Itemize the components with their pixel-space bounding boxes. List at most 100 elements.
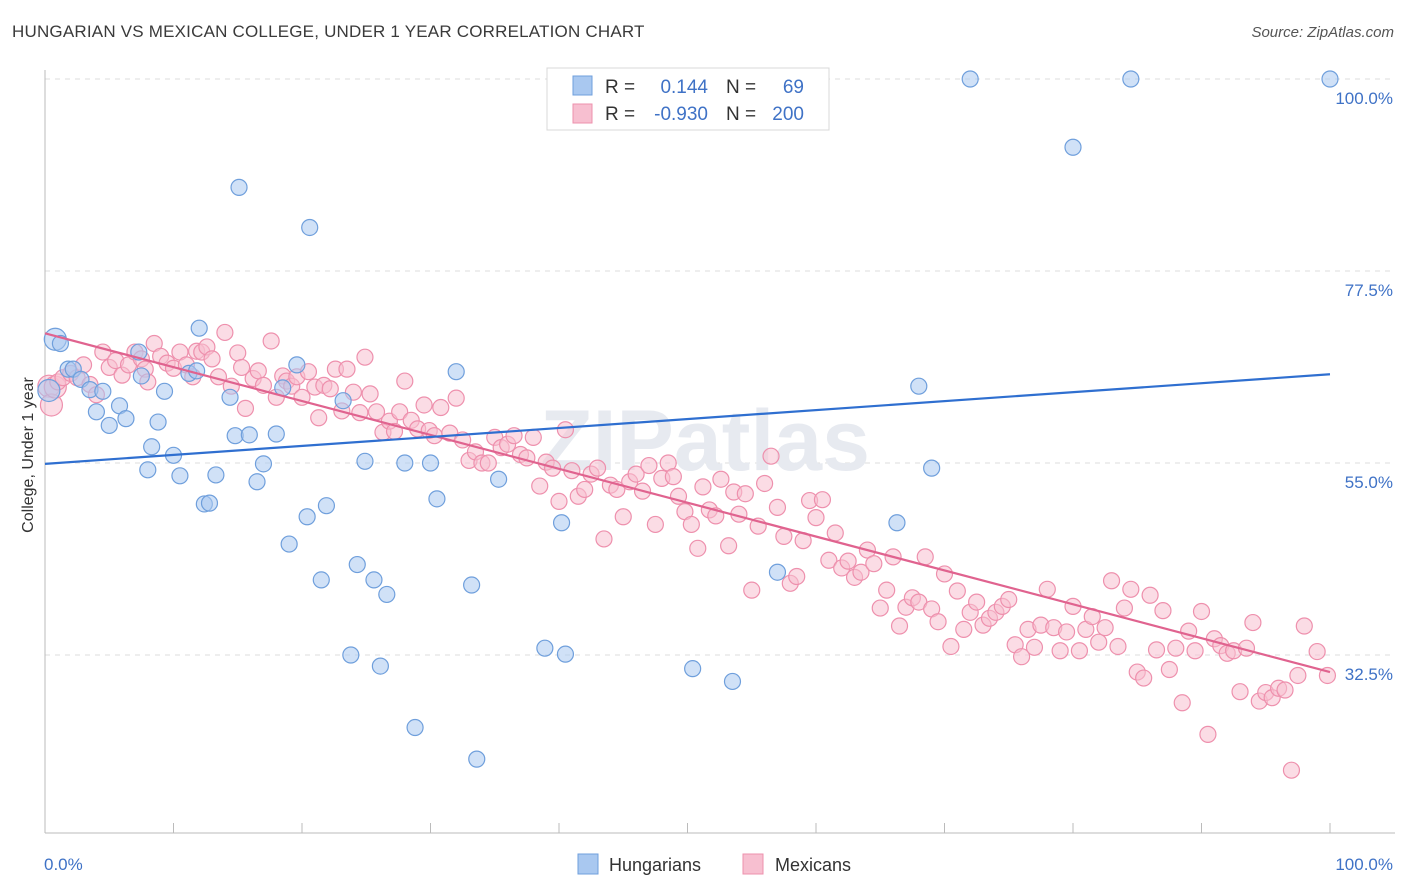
mexicans-point-34: [233, 358, 251, 377]
mexicans-point-185: [1173, 694, 1191, 712]
hungarians-point-29: [240, 426, 258, 444]
mexicans-point-204: [1295, 617, 1313, 635]
hungarians-point-42: [348, 555, 366, 574]
hungarians-point-14: [139, 461, 157, 479]
hungarians-point-31: [254, 455, 273, 473]
mexicans-point-133: [839, 552, 857, 570]
mexicans-point-201: [1276, 681, 1294, 699]
hungarians-point-0: [37, 378, 61, 403]
hungarians-point-62: [910, 377, 928, 395]
mexicans-point-153: [968, 593, 986, 611]
mexicans-point-164: [1038, 580, 1056, 598]
hungarians-point-28: [230, 178, 248, 196]
mexicans-point-167: [1057, 623, 1076, 641]
hungarians-point-9: [100, 416, 118, 435]
mexicans-point-62: [391, 403, 409, 421]
hungarians-point-7: [87, 403, 106, 421]
bottom-legend-swatch-mexicans: [742, 853, 764, 875]
mexicans-point-84: [531, 477, 549, 495]
hungarians-point-64: [961, 70, 979, 88]
trend-lines: [44, 332, 1331, 674]
hungarians-point-52: [463, 576, 481, 594]
mexicans-point-202: [1282, 761, 1301, 779]
hungarians-point-41: [342, 646, 360, 664]
hungarians-point-50: [428, 490, 446, 508]
hungarians-point-11: [117, 410, 135, 428]
x-tick-labels: 0.0% 100.0%: [44, 855, 1393, 874]
mexicans-point-147: [929, 613, 947, 631]
legend-swatch-hungarians: [572, 75, 593, 96]
hungarians-point-35: [288, 356, 306, 374]
mexicans-point-102: [646, 515, 664, 534]
legend-r-value-1: 0.144: [660, 77, 708, 98]
mexicans-point-174: [1102, 572, 1121, 590]
hungarians-point-37: [301, 218, 319, 237]
hungarians-point-55: [536, 639, 554, 657]
mexicans-point-120: [755, 474, 774, 493]
mexicans-point-205: [1308, 642, 1326, 661]
mexicans-point-113: [712, 470, 730, 488]
mexicans-point-182: [1154, 602, 1172, 620]
y-tick-label-1: 55.0%: [1345, 473, 1393, 492]
mexicans-point-177: [1122, 580, 1140, 598]
hungarians-point-45: [371, 657, 389, 675]
mexicans-point-99: [627, 465, 645, 483]
y-tick-label-2: 77.5%: [1345, 281, 1393, 300]
hungarians-point-16: [149, 413, 167, 431]
mexicans-point-121: [762, 447, 780, 465]
mexicans-point-184: [1167, 639, 1185, 657]
mexicans-point-123: [775, 527, 793, 545]
legend-swatch-mexicans: [572, 103, 593, 124]
mexicans-point-66: [415, 396, 433, 414]
mexicans-point-122: [768, 498, 787, 516]
hungarians-point-30: [248, 473, 266, 491]
hungarians-point-24: [200, 494, 219, 512]
hungarians-point-40: [334, 392, 352, 410]
mexicans-point-94: [595, 530, 613, 548]
hungarians-point-46: [378, 585, 396, 604]
mexicans-point-145: [916, 548, 934, 566]
legend-n-label-1: N =: [726, 77, 756, 98]
mexicans-point-196: [1244, 613, 1262, 632]
mexicans-point-37: [249, 362, 267, 380]
mexicans-point-206: [1318, 666, 1337, 685]
hungarians-point-8: [94, 382, 112, 400]
legend-r-label-2: R =: [605, 104, 635, 125]
mexicans-point-105: [664, 468, 682, 486]
mexicans-point-149: [942, 637, 960, 656]
mexicans-point-183: [1160, 660, 1178, 679]
mexicans-point-114: [720, 537, 738, 555]
mexicans-point-181: [1147, 641, 1166, 659]
hungarians-point-34: [280, 535, 298, 553]
source-label: Source: ZipAtlas.com: [1251, 24, 1394, 41]
mexicans-point-76: [479, 454, 497, 472]
hungarians-point-65: [1064, 138, 1082, 156]
mexicans-point-169: [1070, 642, 1089, 660]
mexicans-point-117: [736, 485, 754, 503]
mexicans-point-128: [807, 509, 825, 527]
hungarians-point-49: [421, 454, 440, 472]
mexicans-point-176: [1115, 599, 1134, 617]
y-tick-label-0: 32.5%: [1345, 665, 1393, 684]
mexicans-point-138: [871, 599, 889, 617]
legend-n-label-2: N =: [726, 104, 756, 125]
y-axis-label: College, Under 1 year: [20, 377, 37, 533]
y-tick-labels: 32.5% 55.0% 77.5% 100.0%: [1335, 89, 1393, 684]
chart-title: HUNGARIAN VS MEXICAN COLLEGE, UNDER 1 YE…: [12, 22, 645, 41]
hungarians-point-38: [312, 571, 330, 589]
mexicans-point-150: [948, 582, 966, 600]
hungarians-point-26: [221, 388, 239, 406]
mexicans-point-108: [682, 515, 700, 534]
mexicans-point-101: [640, 456, 658, 475]
mexicans-point-39: [262, 332, 280, 350]
mexicans-point-187: [1186, 642, 1204, 660]
mexicans-point-188: [1192, 602, 1211, 621]
mexicans-point-69: [432, 398, 450, 417]
hungarians-point-13: [132, 367, 150, 385]
legend-r-value-2: -0.930: [654, 104, 708, 125]
mexicans-point-57: [361, 385, 379, 403]
bottom-legend-swatch-hungarians: [577, 853, 599, 875]
mexicans-point-203: [1289, 666, 1307, 685]
mexicans-point-139: [878, 581, 896, 599]
